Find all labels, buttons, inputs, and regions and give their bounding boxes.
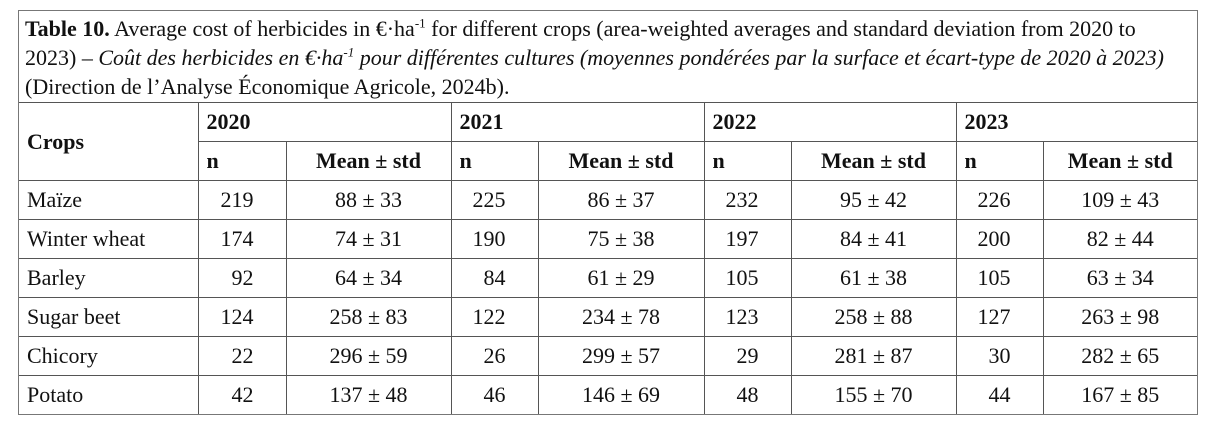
n-cell: 232	[703, 180, 792, 220]
mean-cell: 84 ± 41	[790, 219, 957, 259]
caption-label: Table 10.	[25, 16, 110, 41]
table-head: Crops 2020 2021 2022 2023 n Mean ± std n Mean ±…	[19, 103, 1197, 181]
table-body: Maïze 219 88 ± 33 225 86 ± 37 232 95 ± 42 226 10…	[19, 180, 1197, 414]
caption-text: for different crops (area-weighted avera…	[25, 16, 1136, 70]
header-cell: Mean ± std	[790, 141, 957, 181]
mean-cell: 88 ± 33	[285, 180, 452, 220]
n-cell: 48	[703, 375, 792, 414]
n-cell: 200	[955, 219, 1044, 259]
n-cell: 127	[955, 297, 1044, 337]
n-cell: 42	[197, 375, 287, 414]
year-header: 2022	[703, 103, 957, 142]
mean-cell: 75 ± 38	[537, 219, 705, 259]
mean-cell: 109 ± 43	[1042, 180, 1197, 220]
caption-text: Coût des herbicides en €·ha	[98, 45, 344, 70]
header-cell: Mean ± std	[285, 141, 452, 181]
n-cell: 197	[703, 219, 792, 259]
year-header: 2023	[955, 103, 1197, 142]
table-row: Sugar beet 124 258 ± 83 122 234 ± 78 123 258 ±…	[19, 297, 1197, 337]
mean-cell: 263 ± 98	[1042, 297, 1197, 337]
mean-cell: 137 ± 48	[285, 375, 452, 414]
mean-cell: 74 ± 31	[285, 219, 452, 259]
mean-cell: 64 ± 34	[285, 258, 452, 298]
n-cell: 29	[703, 336, 792, 376]
table-row: Winter wheat 174 74 ± 31 190 75 ± 38 197 84 ± …	[19, 219, 1197, 259]
n-cell: 190	[450, 219, 539, 259]
crop-cell: Sugar beet	[19, 297, 199, 337]
mean-cell: 95 ± 42	[790, 180, 957, 220]
n-cell: 26	[450, 336, 539, 376]
mean-cell: 234 ± 78	[537, 297, 705, 337]
mean-cell: 155 ± 70	[790, 375, 957, 414]
header-cell: n	[955, 141, 1044, 181]
crop-cell: Barley	[19, 258, 199, 298]
mean-cell: 61 ± 29	[537, 258, 705, 298]
n-cell: 22	[197, 336, 287, 376]
n-cell: 226	[955, 180, 1044, 220]
n-cell: 122	[450, 297, 539, 337]
caption: Table 10. Average cost of herbicides in …	[19, 11, 1197, 103]
caption-text: (Direction de l’Analyse Économique Agric…	[25, 74, 510, 99]
n-cell: 219	[197, 180, 287, 220]
table: Crops 2020 2021 2022 2023 n Mean ± std n Mean ±…	[19, 103, 1197, 414]
crop-cell: Winter wheat	[19, 219, 199, 259]
n-cell: 174	[197, 219, 287, 259]
crop-cell: Chicory	[19, 336, 199, 376]
mean-cell: 258 ± 88	[790, 297, 957, 337]
crop-cell: Maïze	[19, 180, 199, 220]
mean-cell: 86 ± 37	[537, 180, 705, 220]
superscript: -1	[414, 15, 426, 31]
table-row: Barley 92 64 ± 34 84 61 ± 29 105 61 ± 38 105 63 …	[19, 258, 1197, 298]
n-cell: 30	[955, 336, 1044, 376]
caption-italic: Coût des herbicides en €·ha-1 pour diffé…	[98, 45, 1164, 70]
n-cell: 105	[955, 258, 1044, 298]
n-cell: 92	[197, 258, 287, 298]
n-cell: 124	[197, 297, 287, 337]
n-cell: 46	[450, 375, 539, 414]
crop-cell: Potato	[19, 375, 199, 414]
table-row: Chicory 22 296 ± 59 26 299 ± 57 29 281 ± 87 30 2…	[19, 336, 1197, 376]
table-row: Potato 42 137 ± 48 46 146 ± 69 48 155 ± 70 44 16…	[19, 375, 1197, 414]
year-header: 2021	[450, 103, 705, 142]
mean-cell: 63 ± 34	[1042, 258, 1197, 298]
mean-cell: 167 ± 85	[1042, 375, 1197, 414]
mean-cell: 296 ± 59	[285, 336, 452, 376]
mean-cell: 258 ± 83	[285, 297, 452, 337]
header-cell: n	[450, 141, 539, 181]
mean-cell: 282 ± 65	[1042, 336, 1197, 376]
n-cell: 123	[703, 297, 792, 337]
n-cell: 44	[955, 375, 1044, 414]
year-header: 2020	[197, 103, 452, 142]
header-cell: n	[198, 141, 287, 181]
header-cell: Mean ± std	[537, 141, 705, 181]
n-cell: 105	[703, 258, 792, 298]
table-row: Maïze 219 88 ± 33 225 86 ± 37 232 95 ± 42 226 10…	[19, 180, 1197, 220]
mean-cell: 82 ± 44	[1042, 219, 1197, 259]
header-row: Crops 2020 2021 2022 2023	[19, 103, 1197, 181]
table-frame: Table 10. Average cost of herbicides in …	[18, 10, 1198, 415]
mean-cell: 281 ± 87	[790, 336, 957, 376]
caption-text: Average cost of herbicides in €·ha	[109, 16, 415, 41]
header-cell: Crops	[19, 103, 199, 181]
mean-cell: 61 ± 38	[790, 258, 957, 298]
caption-text: pour différentes cultures (moyennes pond…	[354, 45, 1164, 70]
header-cell: n	[703, 141, 792, 181]
header-cell: Mean ± std	[1042, 141, 1197, 181]
n-cell: 84	[450, 258, 539, 298]
mean-cell: 146 ± 69	[537, 375, 705, 414]
mean-cell: 299 ± 57	[537, 336, 705, 376]
n-cell: 225	[450, 180, 539, 220]
superscript: -1	[343, 44, 355, 60]
